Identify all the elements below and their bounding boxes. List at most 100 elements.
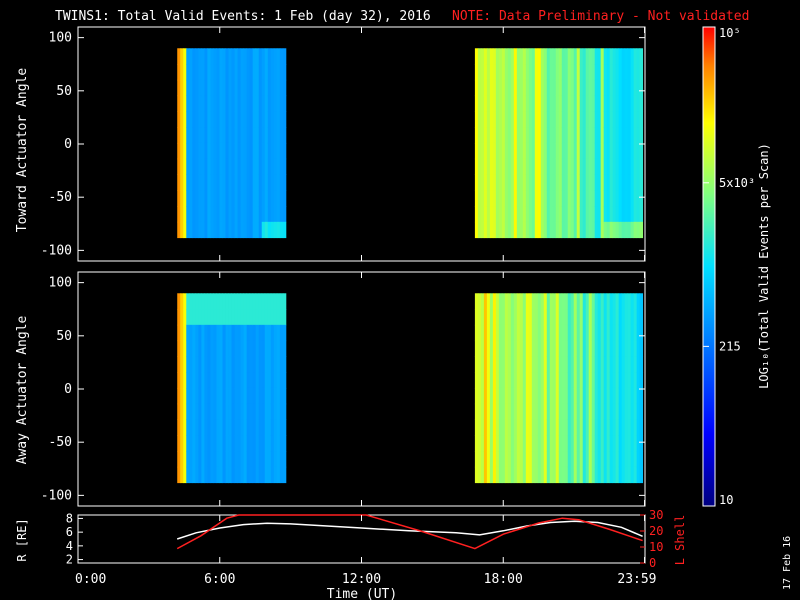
heatmap-cell <box>201 79 205 97</box>
heatmap-cell <box>519 142 524 160</box>
heatmap-cell <box>207 48 211 65</box>
heatmap-cell <box>180 403 184 420</box>
heatmap-cell <box>261 174 266 191</box>
heatmap-cell <box>180 451 184 468</box>
heatmap-cell <box>576 127 581 144</box>
heatmap-cell <box>585 419 590 436</box>
heatmap-cell <box>198 356 202 373</box>
heatmap-cell <box>474 356 479 373</box>
heatmap-cell <box>528 142 533 160</box>
heatmap-cell <box>555 340 560 357</box>
heatmap-cell <box>597 435 602 452</box>
heatmap-cell <box>186 48 190 65</box>
heatmap-cell <box>276 435 281 452</box>
heatmap-cell <box>258 435 263 452</box>
colorbar-label: LOG₁₀(Total Valid Events per Scan) <box>757 143 771 389</box>
heatmap-cell <box>258 127 263 144</box>
heatmap-cell <box>537 158 542 175</box>
heatmap-cell <box>237 356 242 373</box>
heatmap-cell <box>264 293 269 310</box>
heatmap-cell <box>234 387 238 405</box>
heatmap-cell <box>252 372 257 389</box>
heatmap-cell <box>276 372 281 389</box>
heatmap-cell <box>525 142 530 160</box>
heatmap-cell <box>567 174 572 191</box>
heatmap-cell <box>513 206 518 223</box>
heatmap-cell <box>546 309 551 326</box>
heatmap-cell <box>558 206 563 223</box>
heatmap-cell <box>474 403 479 420</box>
heatmap-cell <box>216 158 220 175</box>
heatmap-cell <box>222 79 226 97</box>
heatmap-cell <box>606 435 611 452</box>
heatmap-cell <box>273 324 278 342</box>
heatmap-cell <box>252 127 257 144</box>
heatmap-cell <box>234 206 238 223</box>
heatmap-cell <box>504 158 509 175</box>
heatmap-cell <box>480 309 485 326</box>
heatmap-cell <box>528 340 533 357</box>
heatmap-cell <box>552 403 557 420</box>
heatmap-cell <box>609 435 614 452</box>
heatmap-cell <box>483 309 488 326</box>
heatmap-cell <box>501 158 506 175</box>
heatmap-cell <box>258 48 263 65</box>
heatmap-cell <box>627 79 632 97</box>
heatmap-cell <box>600 466 605 484</box>
heatmap-cell <box>510 79 515 97</box>
heatmap-cell <box>201 372 205 389</box>
heatmap-cell <box>567 387 572 405</box>
heatmap-cell <box>585 309 590 326</box>
heatmap-cell <box>564 142 569 160</box>
heatmap-cell <box>573 451 578 468</box>
heatmap-cell <box>216 309 220 326</box>
heatmap-cell <box>495 142 500 160</box>
heatmap-cell <box>609 190 614 207</box>
heatmap-cell <box>612 356 617 373</box>
heatmap-cell <box>216 174 220 191</box>
heatmap-cell <box>561 221 566 239</box>
heatmap-cell <box>183 221 187 239</box>
heatmap-cell <box>270 221 275 239</box>
heatmap-cell <box>195 340 199 357</box>
heatmap-cell <box>504 451 509 468</box>
heatmap-cell <box>570 174 575 191</box>
heatmap-cell <box>246 403 251 420</box>
heatmap-cell <box>597 158 602 175</box>
heatmap-cell <box>510 419 515 436</box>
heatmap-cell <box>231 387 235 405</box>
heatmap-cell <box>510 324 515 342</box>
heatmap-cell <box>222 340 226 357</box>
heatmap-cell <box>534 293 539 310</box>
heatmap-cell <box>498 206 503 223</box>
heatmap-cell <box>522 356 527 373</box>
heatmap-cell <box>246 190 251 207</box>
heatmap-cell <box>561 190 566 207</box>
heatmap-cell <box>570 387 575 405</box>
heatmap-cell <box>546 221 551 239</box>
heatmap-cell <box>225 127 229 144</box>
heatmap-cell <box>540 206 545 223</box>
heatmap-cell <box>585 127 590 144</box>
heatmap-cell <box>603 435 608 452</box>
heatmap-cell <box>243 451 248 468</box>
heatmap-cell <box>192 466 196 484</box>
heatmap-cell <box>519 127 524 144</box>
heatmap-cell <box>567 309 572 326</box>
heatmap-cell <box>234 293 238 310</box>
heatmap-cell <box>525 190 530 207</box>
heatmap-cell <box>600 127 605 144</box>
heatmap-cell <box>561 64 566 81</box>
heatmap-cell <box>606 95 611 112</box>
heatmap-cell <box>486 340 491 357</box>
heatmap-cell <box>504 142 509 160</box>
heatmap-cell <box>210 293 214 310</box>
heatmap-cell <box>615 324 620 342</box>
heatmap-cell <box>621 372 626 389</box>
heatmap-cell <box>522 158 527 175</box>
heatmap-cell <box>477 142 482 160</box>
heatmap-cell <box>501 206 506 223</box>
heatmap-cell <box>267 48 272 65</box>
heatmap-cell <box>234 95 238 112</box>
heatmap-cell <box>501 95 506 112</box>
